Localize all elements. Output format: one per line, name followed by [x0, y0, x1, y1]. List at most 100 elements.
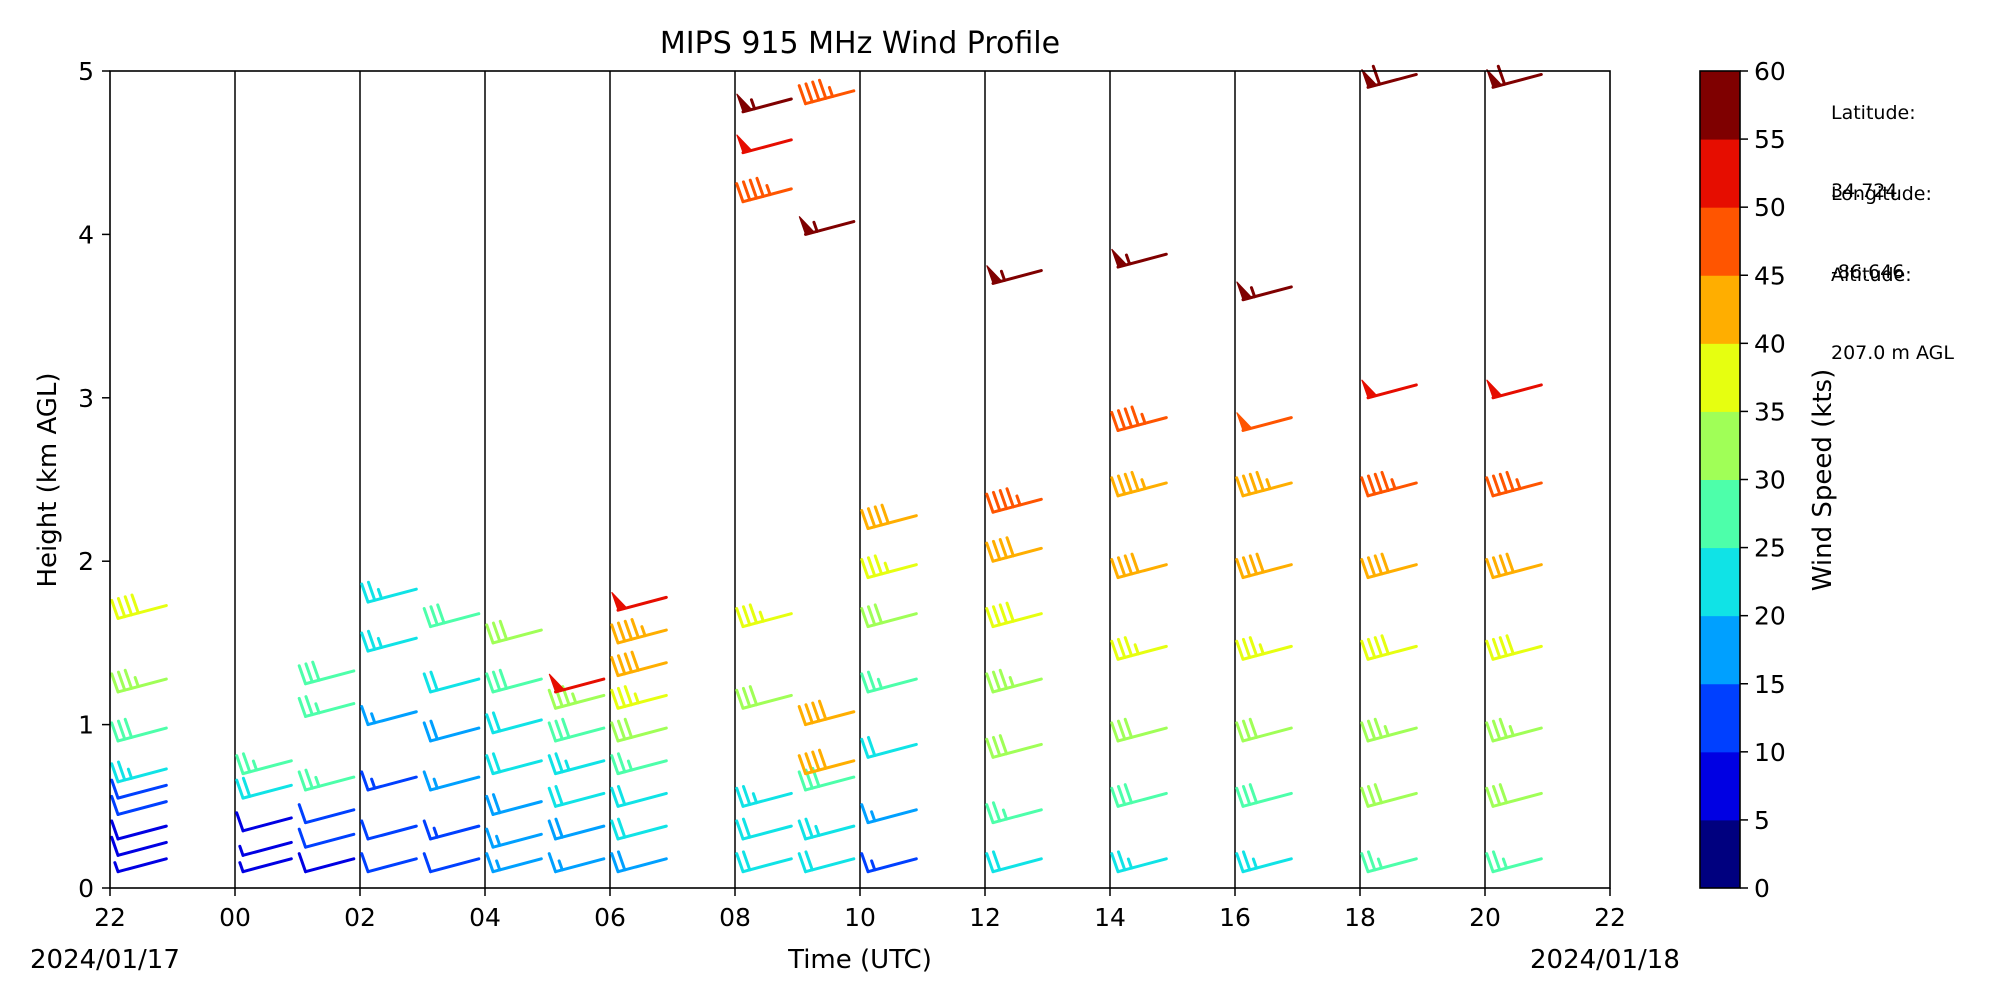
wind-barb — [735, 603, 793, 629]
latitude-label: Latitude: — [1831, 102, 1916, 124]
colorbar-segment — [1700, 207, 1740, 276]
wind-barb — [1236, 412, 1293, 432]
wind-barb — [1485, 470, 1543, 498]
wind-barb — [422, 852, 481, 874]
wind-barb — [736, 93, 793, 114]
y-tick-label: 1 — [78, 711, 94, 740]
wind-barb — [860, 670, 918, 694]
y-tick-label: 2 — [78, 547, 94, 576]
x-tick-label: 14 — [1094, 903, 1126, 932]
wind-barb — [1235, 636, 1293, 661]
wind-barb — [548, 673, 606, 694]
site-info-longitude: Longitude: -86.646 — [1831, 129, 1932, 311]
wind-barb — [297, 827, 356, 849]
wind-barb — [610, 717, 668, 743]
colorbar-label: Wind Speed (kts) — [1808, 369, 1838, 591]
wind-barb — [1360, 634, 1418, 661]
x-axis-label: Time (UTC) — [787, 945, 932, 975]
wind-barb — [1110, 850, 1168, 874]
wind-barb — [985, 850, 1043, 874]
wind-barb — [1110, 717, 1168, 743]
wind-barb — [985, 601, 1043, 629]
wind-barb — [798, 216, 856, 236]
wind-barb — [1361, 64, 1418, 89]
wind-barb — [1360, 552, 1418, 580]
wind-barb — [422, 770, 481, 792]
wind-barb — [485, 668, 543, 694]
x-tick-label: 04 — [469, 903, 501, 932]
wind-barb — [360, 705, 418, 727]
wind-barb — [1110, 783, 1168, 808]
x-tick-label: 00 — [219, 903, 251, 932]
wind-barb — [1235, 783, 1293, 808]
colorbar-segment — [1700, 275, 1740, 344]
wind-barb — [1361, 379, 1418, 400]
wind-barb — [1235, 552, 1293, 580]
wind-barb — [110, 794, 168, 816]
x-axis-ticks: 22 00 02 04 06 08 10 12 14 16 18 20 22 — [94, 888, 1626, 932]
colorbar-segment — [1700, 343, 1740, 412]
wind-barb — [985, 487, 1043, 514]
y-axis-ticks: 0 1 2 3 4 5 — [78, 57, 110, 903]
wind-barb — [547, 785, 606, 808]
wind-barb — [985, 801, 1043, 825]
wind-barb — [1360, 850, 1418, 874]
vertical-gridlines — [234, 71, 1486, 888]
wind-barb — [797, 817, 856, 841]
wind-barb — [547, 752, 606, 776]
colorbar-tick-label: 15 — [1754, 670, 1786, 699]
wind-barb — [422, 670, 481, 694]
wind-barb — [297, 660, 356, 686]
wind-barbs — [110, 64, 1543, 874]
wind-barb — [1110, 470, 1168, 498]
colorbar-segment — [1700, 615, 1740, 685]
wind-barb — [485, 752, 543, 776]
x-date-left: 2024/01/17 — [30, 945, 180, 975]
wind-barb — [860, 603, 918, 629]
wind-barb — [1485, 850, 1543, 874]
wind-barb — [485, 619, 543, 645]
y-tick-label: 3 — [78, 384, 94, 413]
wind-barb — [610, 850, 668, 874]
colorbar-segment — [1700, 139, 1740, 208]
wind-barb — [1110, 552, 1168, 580]
wind-barb — [1235, 850, 1293, 874]
colorbar-tick-label: 50 — [1754, 193, 1786, 222]
wind-barb — [860, 803, 918, 825]
colorbar-segment — [1700, 479, 1740, 549]
wind-barb — [238, 840, 293, 857]
wind-barb — [985, 668, 1043, 694]
colorbar-tick-label: 40 — [1754, 329, 1786, 358]
wind-barb — [985, 536, 1043, 563]
site-info-altitude: Altitude: 207.0 m AGL — [1831, 210, 1954, 392]
colorbar-segment — [1700, 683, 1740, 753]
x-tick-label: 10 — [844, 903, 876, 932]
colorbar-segment — [1700, 819, 1740, 889]
wind-barb — [360, 629, 418, 653]
wind-barb — [610, 618, 668, 645]
wind-barb — [610, 785, 668, 808]
wind-barb — [297, 695, 356, 718]
wind-barb — [110, 593, 168, 620]
wind-barb — [611, 591, 668, 612]
wind-barb — [110, 668, 168, 694]
longitude-value: -86.646 — [1831, 261, 1905, 283]
longitude-label: Longitude: — [1831, 183, 1932, 205]
colorbar-tick-label: 45 — [1754, 261, 1786, 290]
wind-barb — [110, 835, 168, 857]
wind-barb — [735, 817, 793, 841]
wind-barb — [1235, 470, 1293, 498]
wind-barb — [547, 817, 606, 841]
colorbar-tick-label: 5 — [1754, 806, 1770, 835]
wind-barb — [1360, 783, 1418, 808]
site-info-latitude: Latitude: 34.724 — [1831, 48, 1916, 230]
colorbar — [1699, 70, 1741, 889]
wind-barb — [797, 748, 856, 776]
wind-barb — [113, 857, 168, 874]
wind-barb — [297, 852, 356, 874]
wind-barb — [297, 803, 356, 825]
y-tick-label: 0 — [78, 874, 94, 903]
wind-barb — [235, 776, 293, 800]
